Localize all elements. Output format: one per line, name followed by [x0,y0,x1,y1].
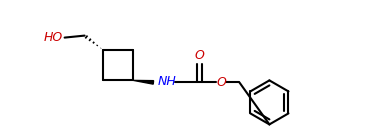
Text: O: O [194,49,204,62]
Polygon shape [133,80,154,84]
Text: HO: HO [43,31,62,44]
Text: NH: NH [157,75,176,88]
Text: O: O [216,76,226,89]
